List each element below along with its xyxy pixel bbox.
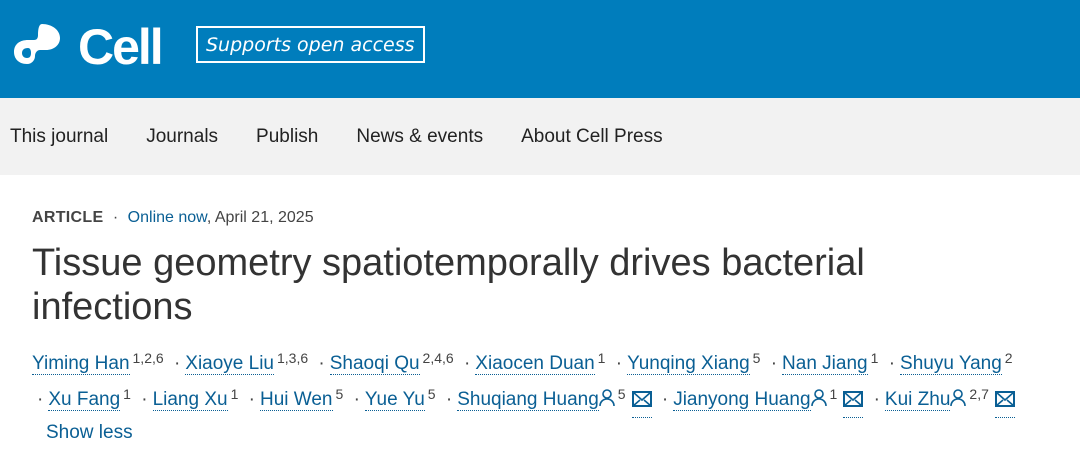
author-link[interactable]: Liang Xu — [152, 389, 228, 411]
affiliation-numbers: 5 — [752, 350, 761, 366]
nav-news-events[interactable]: News & events — [356, 125, 484, 147]
author-link[interactable]: Shuyu Yang — [900, 353, 1002, 375]
email-icon[interactable] — [631, 387, 652, 418]
author-link[interactable]: Xiaoye Liu — [185, 353, 274, 375]
nav-journals[interactable]: Journals — [146, 125, 219, 147]
author-link[interactable]: Shaoqi Qu — [329, 353, 420, 375]
affiliation-numbers: 2 — [1004, 350, 1013, 366]
open-access-badge[interactable]: Supports open access — [196, 26, 425, 63]
affiliation-numbers: 2,7 — [969, 386, 989, 402]
author-link[interactable]: Yunqing Xiang — [627, 353, 750, 375]
author-link[interactable]: Jianyong Huang — [673, 389, 811, 411]
email-icon[interactable] — [843, 387, 864, 418]
author-list: Yiming Han 1,2,6 · Xiaoye Liu 1,3,6 · Shaoqi… — [32, 343, 1062, 448]
author-separator: · — [353, 389, 360, 410]
article-title: Tissue geometry spatiotemporally drives … — [32, 242, 865, 328]
nav-publish[interactable]: Publish — [256, 125, 319, 147]
online-status[interactable]: Online now — [127, 209, 207, 226]
author-link[interactable]: Xiaocen Duan — [475, 353, 595, 375]
logo-text: Cell — [78, 19, 164, 75]
person-icon — [598, 387, 615, 417]
author-separator: · — [318, 353, 325, 374]
author-separator: · — [888, 353, 896, 374]
affiliation-numbers: 5 — [427, 386, 436, 402]
author-separator: · — [141, 389, 148, 410]
article-type: ARTICLE — [32, 209, 104, 226]
article-meta: ARTICLE · Online now, April 21, 2025 — [32, 209, 314, 226]
author-separator: · — [248, 389, 255, 410]
author-separator: · — [615, 353, 623, 374]
author-link[interactable]: Kui Zhu — [884, 389, 951, 411]
author-link[interactable]: Shuqiang Huang — [457, 389, 599, 411]
affiliation-numbers: 1 — [230, 386, 239, 402]
article-header: ARTICLE · Online now, April 21, 2025 Tis… — [0, 175, 1080, 448]
publish-date: , April 21, 2025 — [206, 209, 314, 226]
author-separator: · — [445, 389, 453, 410]
affiliation-numbers: 1,2,6 — [132, 350, 164, 366]
author-link[interactable]: Yue Yu — [364, 389, 425, 411]
nav-this-journal[interactable]: This journal — [10, 125, 109, 147]
author-link[interactable]: Hui Wen — [259, 389, 333, 411]
person-icon — [950, 387, 967, 417]
author-separator: · — [770, 353, 778, 374]
main-nav: This journal Journals Publish News & eve… — [0, 98, 1080, 175]
affiliation-numbers: 1,3,6 — [277, 350, 309, 366]
email-icon[interactable] — [994, 387, 1015, 418]
author-separator: · — [463, 353, 471, 374]
cell-logo[interactable]: Cell — [12, 18, 164, 76]
author-link[interactable]: Xu Fang — [48, 389, 121, 411]
affiliation-numbers: 2,4,6 — [422, 350, 454, 366]
cell-logo-icon — [14, 24, 60, 64]
author-separator: · — [173, 353, 181, 374]
affiliation-numbers: 5 — [335, 386, 344, 402]
author-separator: · — [37, 389, 44, 410]
affiliation-numbers: 1 — [123, 386, 131, 402]
site-header: Cell Supports open access — [0, 0, 1080, 98]
author-link[interactable]: Yiming Han — [32, 353, 130, 375]
author-link[interactable]: Nan Jiang — [782, 353, 868, 375]
author-separator: · — [661, 389, 669, 410]
affiliation-numbers: 5 — [617, 386, 626, 402]
show-less-button[interactable]: Show less — [46, 422, 133, 443]
affiliation-numbers: 1 — [597, 350, 606, 366]
author-separator: · — [873, 389, 880, 410]
affiliation-numbers: 1 — [829, 386, 838, 402]
affiliation-numbers: 1 — [870, 350, 879, 366]
person-icon — [810, 387, 827, 417]
nav-about-cell-press[interactable]: About Cell Press — [521, 125, 663, 147]
